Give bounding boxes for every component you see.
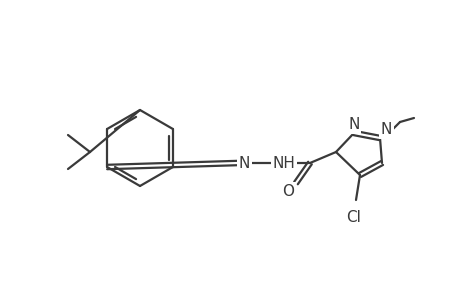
Text: O: O xyxy=(281,184,293,199)
Text: N: N xyxy=(347,117,359,132)
Text: N: N xyxy=(239,155,250,170)
Text: NH: NH xyxy=(272,155,295,170)
Text: Cl: Cl xyxy=(346,210,361,225)
Text: N: N xyxy=(380,122,392,137)
